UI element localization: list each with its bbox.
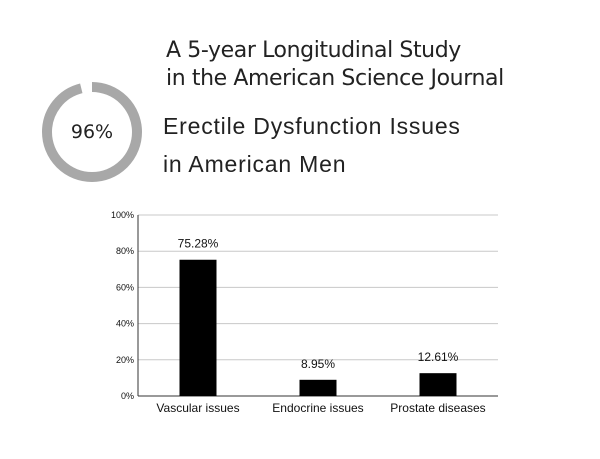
ring-arc — [42, 82, 142, 182]
headline-line-1: A 5-year Longitudinal Study — [166, 38, 461, 63]
bar-value-label: 12.61% — [418, 350, 459, 364]
bar-value-label: 8.95% — [301, 357, 335, 371]
bar-value-label: 75.28% — [178, 237, 219, 251]
ring-graphic — [42, 82, 142, 182]
subtitle-line-2: in American Men — [163, 151, 347, 177]
chart-subtitle: Erectile Dysfunction Issues in American … — [163, 107, 593, 183]
y-tick-label: 80% — [116, 246, 134, 256]
study-headline: A 5-year Longitudinal Study in the Ameri… — [166, 37, 596, 93]
subtitle-line-1: Erectile Dysfunction Issues — [163, 113, 461, 139]
y-tick-label: 0% — [121, 391, 134, 401]
y-tick-label: 40% — [116, 319, 134, 329]
y-tick-label: 20% — [116, 355, 134, 365]
bar — [419, 373, 457, 396]
y-tick-label: 100% — [111, 210, 134, 220]
bar-chart: 0% 20% 40% 60% 80% 100% 75.28% Vascular issues 8… — [111, 210, 498, 415]
percentage-ring: 96% — [40, 80, 148, 188]
headline-line-2: in the American Science Journal — [166, 66, 504, 91]
ring-percentage-label: 96% — [70, 121, 114, 143]
bar — [299, 379, 337, 396]
y-tick-label: 60% — [116, 282, 134, 292]
x-tick-label: Vascular issues — [156, 401, 239, 415]
x-tick-label: Endocrine issues — [272, 401, 363, 415]
bar — [179, 259, 217, 396]
x-tick-label: Prostate diseases — [390, 401, 485, 415]
